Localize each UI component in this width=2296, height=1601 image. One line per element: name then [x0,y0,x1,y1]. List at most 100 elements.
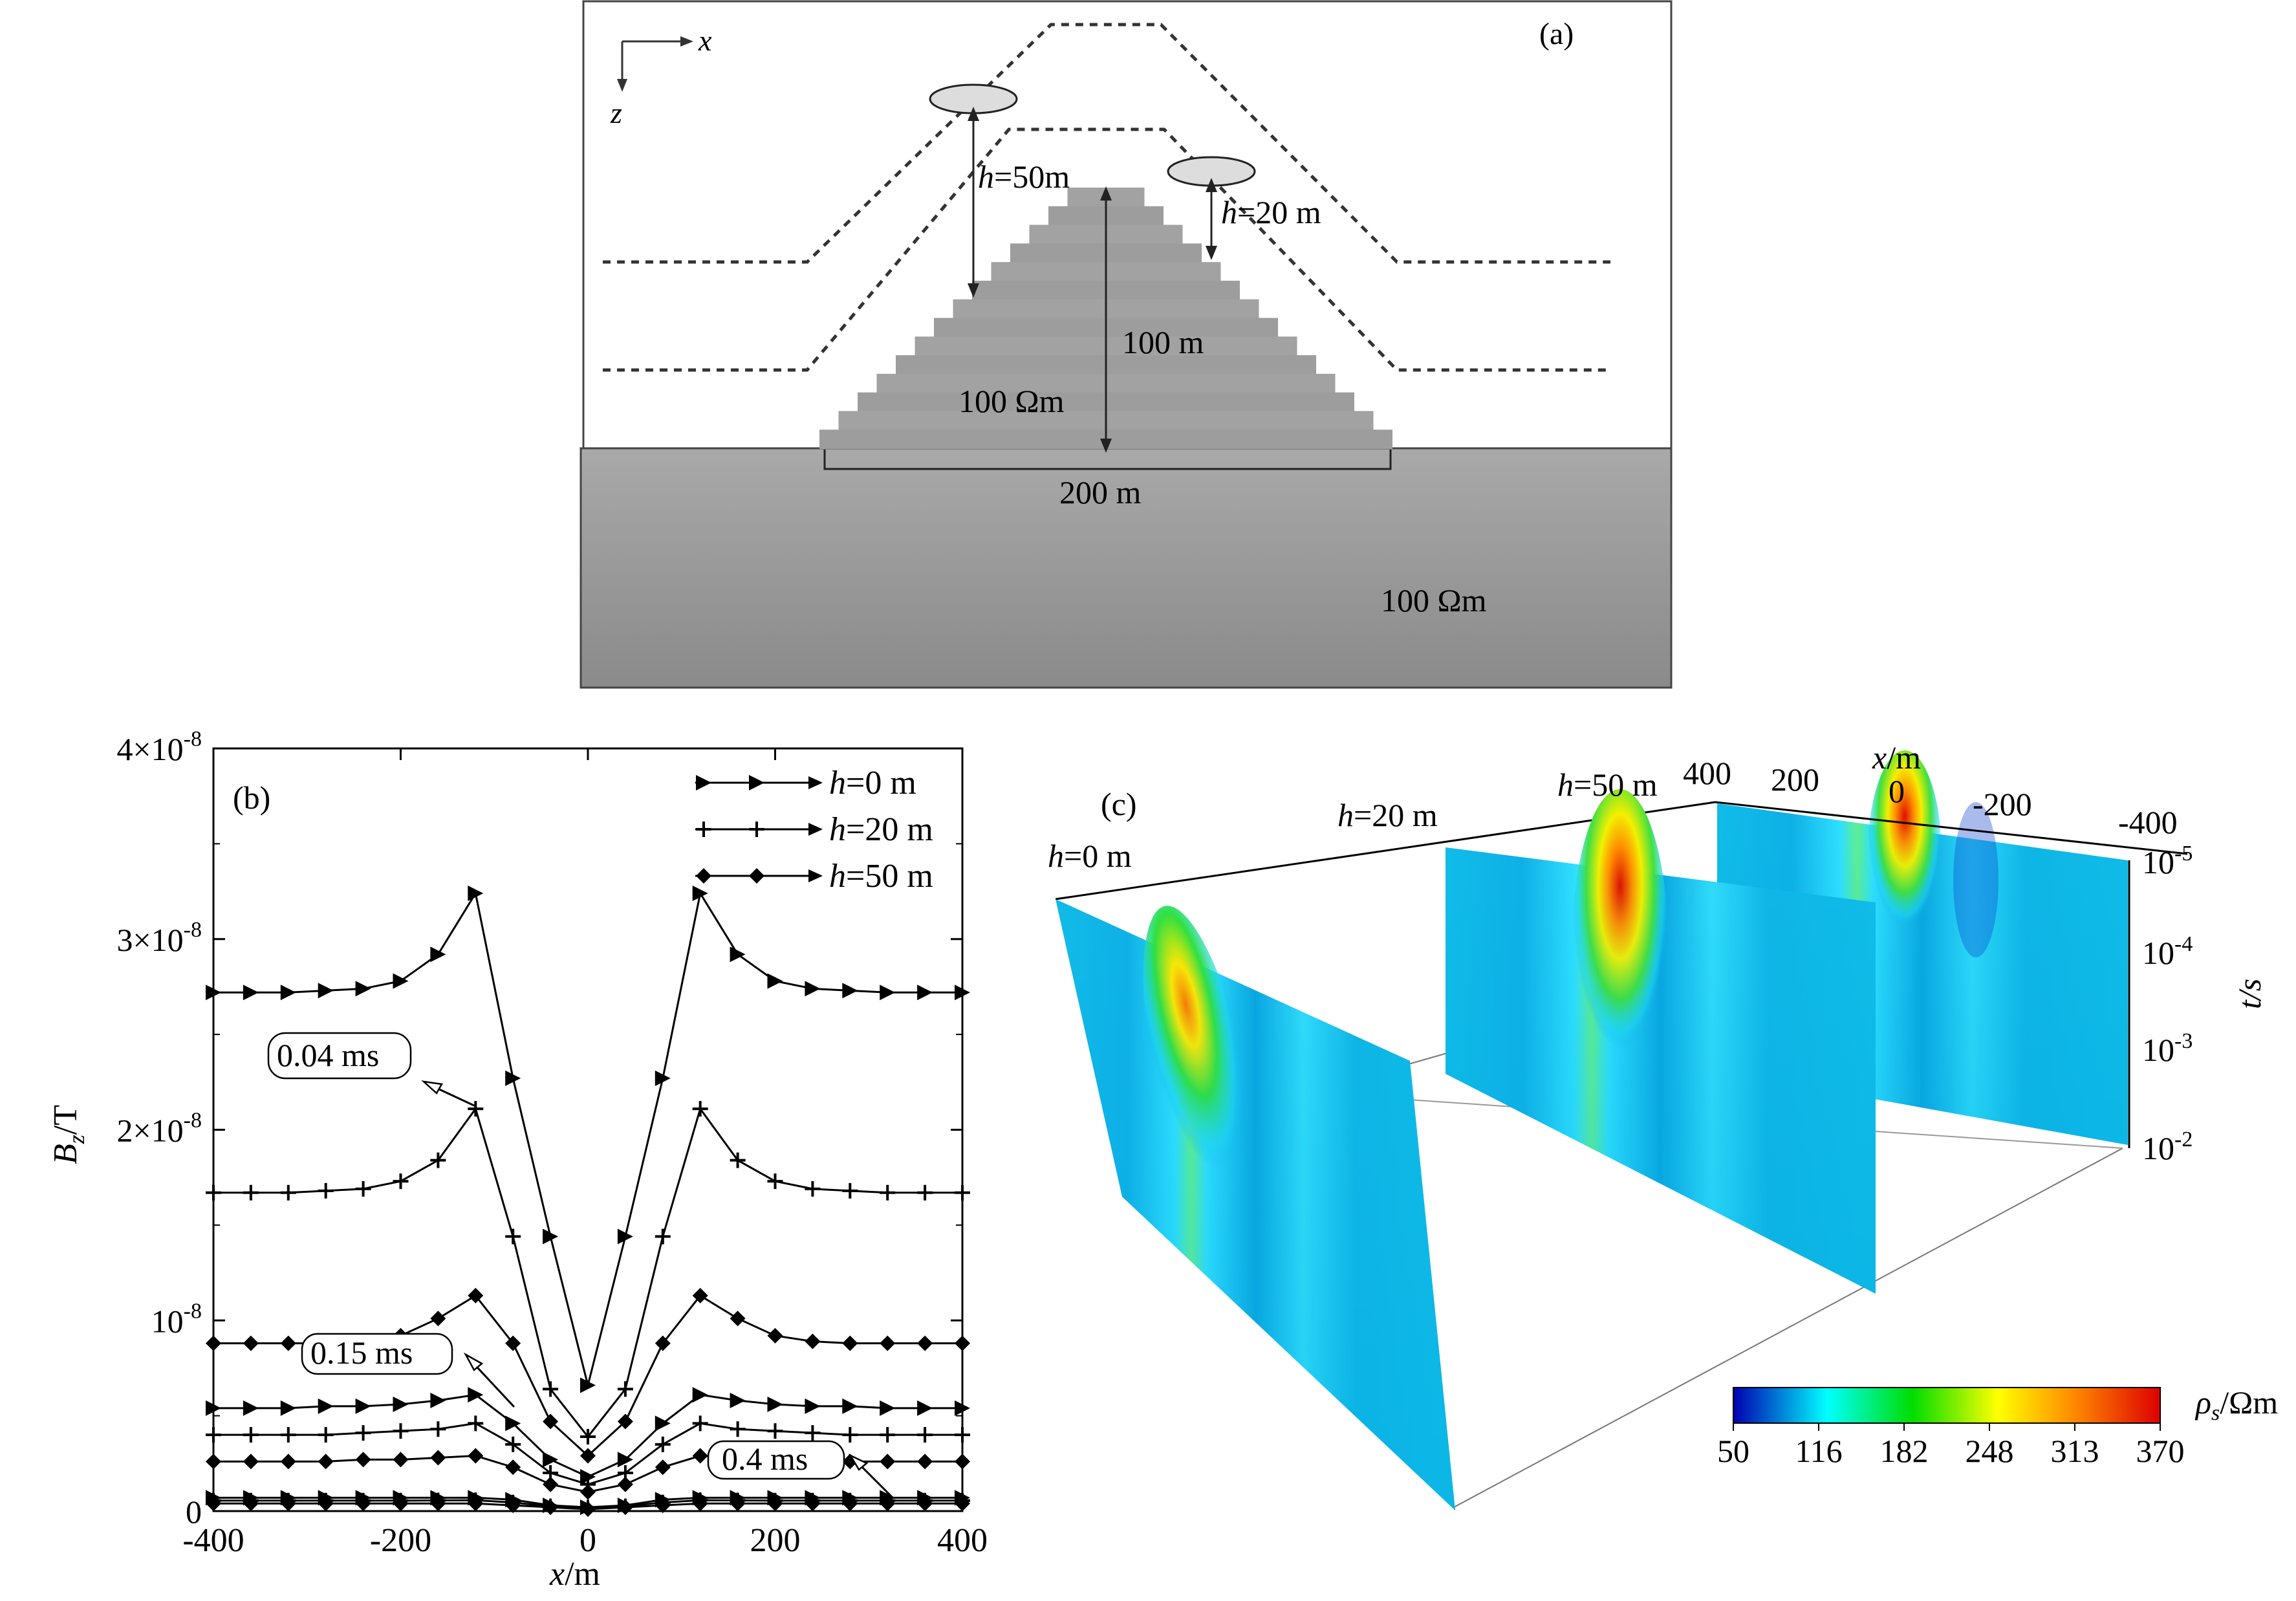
diamond-marker [842,1496,858,1512]
series-h-0-m-004ms [206,886,970,1393]
diamond-marker [692,1448,708,1464]
triangle-marker [805,981,821,997]
plus-marker [730,1152,746,1168]
colorbar [1733,1387,2161,1424]
t-tick-3: 10-2 [2142,1127,2193,1166]
ground-half-space [579,447,1673,689]
flight-path-h50 [603,23,1610,264]
diamond-marker [318,1496,334,1512]
x-tick-label: 400 [937,1522,988,1559]
diamond-marker [393,1496,409,1512]
colorbar-tick-label: 116 [1795,1433,1842,1469]
diamond-marker [580,1484,596,1500]
x-tick-label: -200 [370,1522,431,1559]
triangle-marker [655,1070,671,1086]
plus-marker [206,1184,221,1201]
diamond-marker [580,1448,596,1464]
diamond-marker [543,1476,559,1492]
triangle-marker [580,1377,596,1393]
triangle-marker [880,1400,896,1416]
plus-marker [955,1184,970,1201]
annotation-0.04ms-text: 0.04 ms [277,1037,379,1073]
ground-resistivity-label: 100 Ωm [1381,582,1487,618]
triangle-marker [243,985,259,1001]
h50-arrow-head-bottom [968,283,979,298]
triangle-marker [543,1228,559,1245]
diamond-marker [917,1454,933,1470]
triangle-marker [243,1400,259,1416]
z-axis-arrowhead [617,79,627,92]
panel-a-model-diagram: x z (a) h=50m h=20 m 100 m 100 Ωm 200 m … [579,0,1673,689]
plus-marker [505,1436,521,1452]
diamond-marker [318,1454,334,1470]
diamond-marker [749,868,764,884]
diamond-marker [505,1459,521,1476]
plus-marker [749,822,764,837]
plus-marker [655,1436,671,1452]
diamond-marker [842,1335,858,1351]
colorbar-tick-label: 50 [1717,1433,1749,1469]
plus-marker [842,1182,858,1199]
plus-marker [880,1184,896,1201]
triangle-marker [730,1393,746,1409]
legend-item: h=0 m [695,765,916,801]
width-bracket [823,450,1392,470]
diamond-marker [280,1496,296,1512]
triangle-marker [692,886,708,902]
slice-label-h0: h=0 m [1048,838,1132,874]
triangle-marker [692,1387,708,1403]
t-tick-0: 10-5 [2142,842,2193,880]
triangle-marker [543,1452,559,1468]
triangle-marker [355,1398,371,1414]
colorbar-tick-label: 370 [2136,1433,2185,1469]
slice-label-h20: h=20 m [1338,797,1438,833]
triangle-marker [468,1387,484,1403]
triangle-marker [655,1415,671,1432]
triangle-marker [318,983,334,999]
triangle-marker [842,983,858,999]
colorbar-tick-label: 182 [1880,1433,1929,1469]
plus-marker [692,1101,708,1117]
diamond-marker [692,1496,708,1512]
triangle-marker [206,1400,221,1416]
diamond-marker [692,1287,708,1303]
z-axis-label: z [610,96,622,129]
diamond-marker [696,868,711,884]
x-tick-label: 0 [579,1522,596,1559]
x-tick-2: 0 [1889,773,1905,809]
triangle-marker [730,946,746,963]
plus-marker [692,1415,708,1432]
diamond-marker [955,1335,970,1351]
triangle-marker [955,1400,970,1416]
x-tick-3: -200 [1973,786,2032,822]
triangle-marker [696,775,711,790]
legend-arrow [808,823,823,836]
triangle-marker [955,985,970,1001]
y-tick-label: 3×10-8 [116,918,202,958]
series-line [213,890,962,1386]
panel-b-ticks: -400 -200 0 200 400 4×10-8 3×10-8 2×10-8 10-8 0 [116,727,988,1559]
legend-item: h=20 m [695,811,933,848]
plus-marker [917,1184,933,1201]
legend-label: h=50 m [829,858,933,895]
y-tick-label: 2×10-8 [116,1109,202,1149]
triangle-marker [749,775,764,790]
diamond-marker [430,1450,446,1466]
x-axis-arrowhead [680,36,693,47]
diamond-marker [617,1413,633,1430]
plus-marker [805,1425,821,1441]
panel-b-legend: h=0 m h=20 m h=50 m [695,765,933,895]
plus-marker [805,1181,821,1197]
slice-label-h50: h=50 m [1557,767,1658,803]
plus-marker [243,1427,259,1443]
x-tick-1: 200 [1771,761,1819,798]
triangle-marker [393,973,409,989]
x-tick-4: -400 [2118,804,2178,840]
diamond-marker [730,1311,746,1327]
x-tick-0: 400 [1683,755,1731,791]
plus-marker [318,1182,334,1199]
panel-c-3d-slices: (c) h=0 m h=20 m h=50 m x/m 400 200 0 -2… [1048,739,2278,1510]
diamond-marker [355,1452,371,1468]
diamond-marker [805,1333,821,1349]
